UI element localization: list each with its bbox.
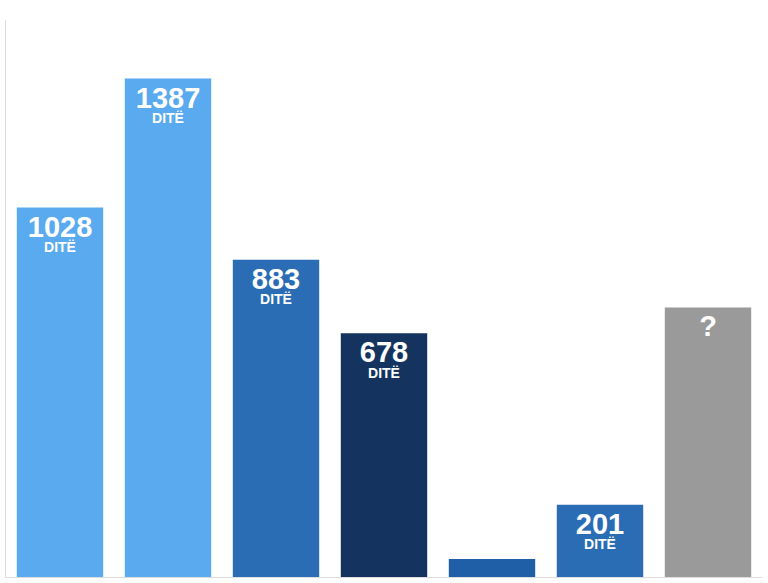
svg-text:1028DITË: 1028DITË [28,211,93,256]
svg-text:678DITË: 678DITË [360,336,408,381]
svg-text:883DITË: 883DITË [252,263,300,308]
svg-text:201DITË: 201DITË [576,508,624,553]
svg-text:?: ? [699,310,717,342]
svg-text:1387DITË: 1387DITË [136,82,201,127]
